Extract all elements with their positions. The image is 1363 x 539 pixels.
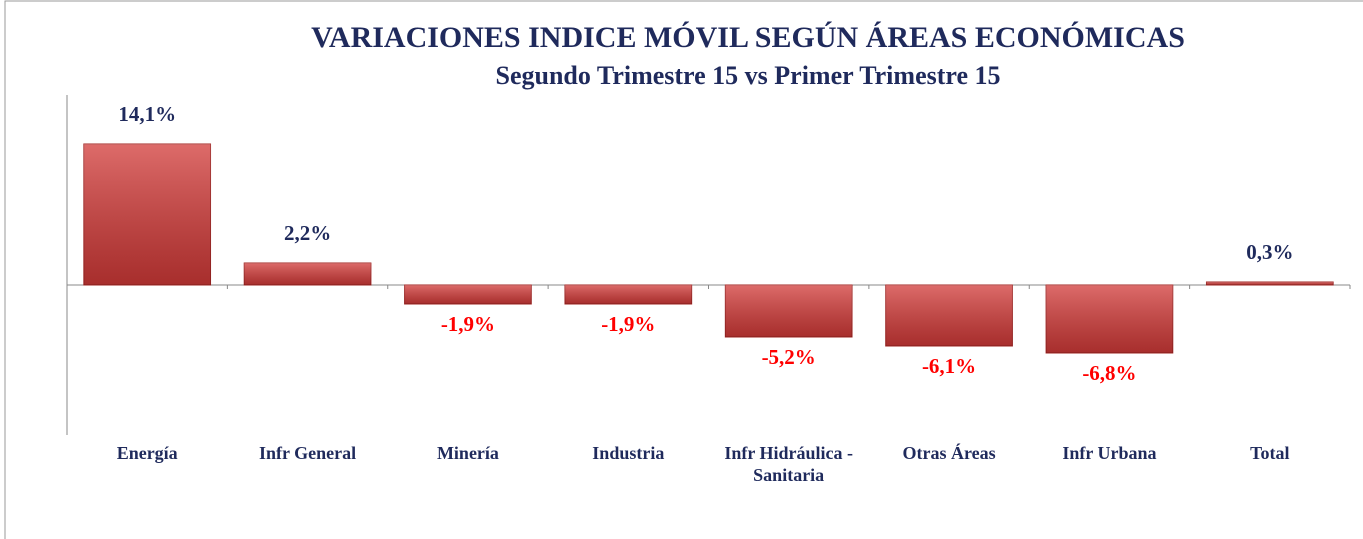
value-label: 0,3%: [1246, 240, 1293, 264]
x-tick-label: Industria: [592, 443, 665, 463]
bar: [243, 262, 372, 286]
x-tick-label: Infr Urbana: [1062, 443, 1157, 463]
value-label: -1,9%: [601, 312, 655, 336]
value-label: 14,1%: [118, 102, 176, 126]
bar: [1045, 284, 1174, 354]
bar: [564, 284, 693, 305]
x-tick-label: Total: [1250, 443, 1290, 463]
x-tick-label: Infr General: [258, 443, 357, 463]
bar: [404, 284, 532, 305]
bar: [1205, 281, 1334, 286]
x-tick-label: Otras Áreas: [902, 443, 996, 463]
value-label: 2,2%: [284, 221, 331, 245]
chart-title: VARIACIONES INDICE MÓVIL SEGÚN ÁREAS ECO…: [311, 21, 1185, 54]
bar: [724, 284, 853, 338]
value-label: -6,1%: [922, 354, 976, 378]
x-tick-label: Minería: [436, 443, 499, 463]
x-tick-label: Energía: [116, 443, 178, 463]
frame: [4, 0, 1363, 539]
chart-subtitle: Segundo Trimestre 15 vs Primer Trimestre…: [496, 61, 1001, 90]
x-tick-label: Infr Hidráulica - Sanitaria: [724, 443, 854, 485]
value-label: -1,9%: [441, 312, 495, 336]
bar: [83, 143, 212, 286]
value-label: -5,2%: [762, 345, 816, 369]
bar: [885, 284, 1013, 347]
value-label: -6,8%: [1082, 361, 1136, 385]
